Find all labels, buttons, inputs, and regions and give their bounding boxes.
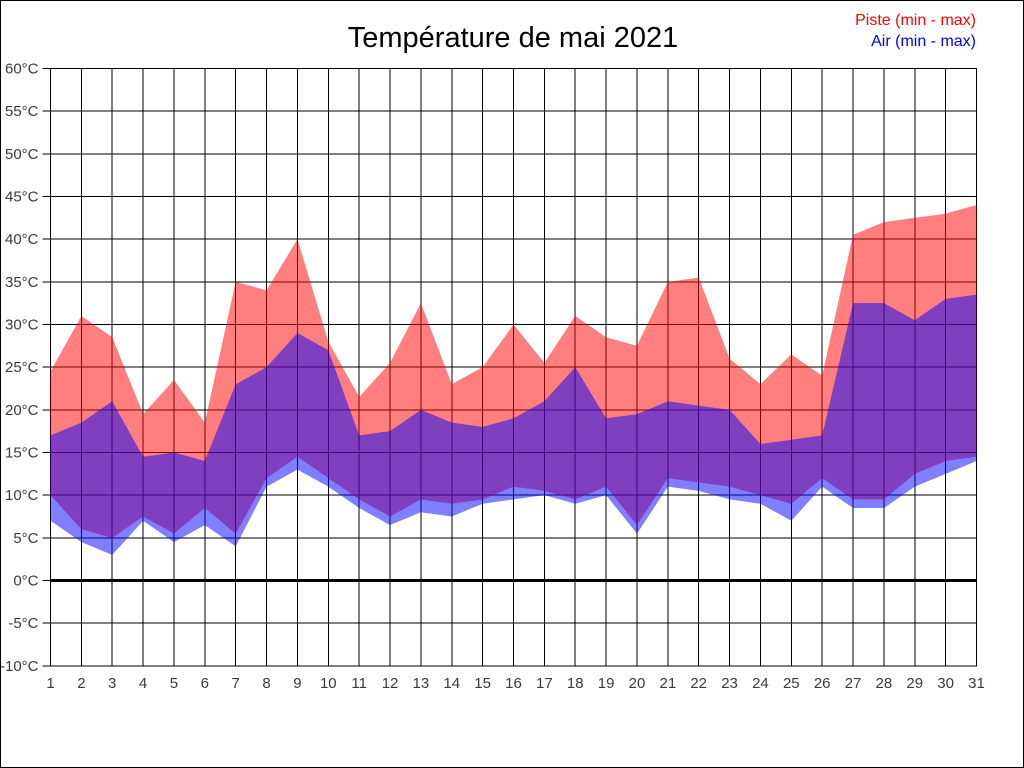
- y-tick-label: 55°C: [5, 103, 39, 120]
- x-tick-label: 7: [232, 675, 240, 692]
- y-tick-label: 50°C: [5, 146, 39, 163]
- x-tick-label: 14: [443, 675, 460, 692]
- x-tick-label: 15: [474, 675, 491, 692]
- x-tick-label: 26: [814, 675, 831, 692]
- y-tick-label: 25°C: [5, 359, 39, 376]
- y-tick-label: 20°C: [5, 402, 39, 419]
- x-tick-label: 10: [320, 675, 337, 692]
- x-tick-label: 9: [293, 675, 301, 692]
- x-tick-label: 18: [567, 675, 584, 692]
- x-tick-label: 23: [721, 675, 738, 692]
- legend-air-label: Air (min - max): [871, 33, 976, 50]
- legend-piste-label: Piste (min - max): [855, 12, 976, 29]
- x-tick-label: 1: [46, 675, 54, 692]
- x-tick-label: 6: [201, 675, 209, 692]
- y-tick-label: 15°C: [5, 444, 39, 461]
- x-tick-label: 12: [382, 675, 399, 692]
- x-tick-label: 20: [629, 675, 646, 692]
- x-tick-label: 28: [876, 675, 893, 692]
- y-tick-label: 10°C: [5, 487, 39, 504]
- x-tick-label: 24: [752, 675, 769, 692]
- y-tick-label: -10°C: [1, 658, 39, 675]
- y-tick-label: 5°C: [13, 530, 38, 547]
- x-tick-label: 19: [598, 675, 615, 692]
- y-tick-label: -5°C: [8, 615, 38, 632]
- chart-title: Température de mai 2021: [347, 22, 679, 54]
- x-tick-label: 13: [413, 675, 430, 692]
- y-tick-label: 45°C: [5, 188, 39, 205]
- x-tick-label: 31: [968, 675, 985, 692]
- x-tick-label: 27: [845, 675, 862, 692]
- y-tick-label: 60°C: [5, 61, 39, 78]
- x-tick-label: 29: [906, 675, 923, 692]
- x-tick-label: 22: [690, 675, 707, 692]
- air-band: [50, 294, 977, 555]
- x-tick-label: 5: [170, 675, 178, 692]
- x-tick-label: 4: [139, 675, 147, 692]
- y-tick-label: 30°C: [5, 316, 39, 333]
- x-tick-label: 25: [783, 675, 800, 692]
- x-tick-label: 17: [536, 675, 553, 692]
- x-tick-label: 16: [505, 675, 522, 692]
- x-tick-label: 3: [108, 675, 116, 692]
- y-tick-label: 35°C: [5, 274, 39, 291]
- x-tick-label: 11: [351, 675, 367, 692]
- y-tick-label: 40°C: [5, 231, 39, 248]
- y-tick-label: 0°C: [13, 572, 38, 589]
- chart-legend: Piste (min - max) Air (min - max): [855, 10, 976, 52]
- x-tick-label: 2: [77, 675, 85, 692]
- x-tick-label: 30: [937, 675, 954, 692]
- x-tick-label: 8: [262, 675, 270, 692]
- x-tick-label: 21: [659, 675, 676, 692]
